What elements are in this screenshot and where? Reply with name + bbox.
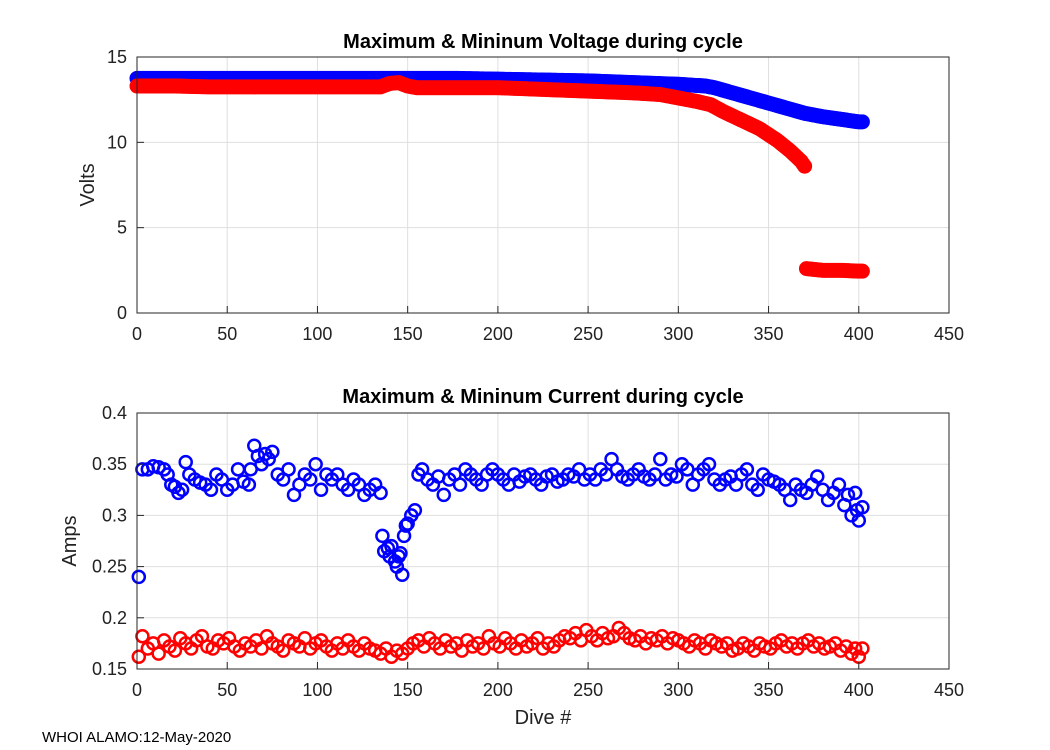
current-y-tick-label: 0.2 <box>102 608 127 628</box>
voltage-x-tick-label: 350 <box>754 324 784 344</box>
voltage-tick-labels: 0 50 100 150 200 250 300 350 400 450 0 5 10 15 <box>107 47 964 344</box>
current-min-point <box>847 641 863 656</box>
current-axes-box <box>136 412 950 670</box>
voltage-min-series <box>129 75 870 279</box>
current-x-tick-label: 200 <box>483 680 513 700</box>
current-min-point <box>135 628 150 644</box>
current-max-point <box>669 469 684 484</box>
current-max-point <box>847 485 863 501</box>
current-y-tick-label: 0.3 <box>102 505 127 525</box>
current-x-tick-label: 150 <box>393 680 423 700</box>
current-min-series <box>131 620 870 664</box>
current-min-point <box>151 646 166 661</box>
current-max-point <box>750 482 765 498</box>
current-max-point <box>203 482 219 498</box>
current-max-point <box>178 454 193 470</box>
voltage-x-tick-label: 0 <box>132 324 142 344</box>
current-x-tick-label: 400 <box>844 680 874 700</box>
current-y-axis-label: Amps <box>59 515 81 566</box>
current-max-point <box>313 482 329 498</box>
voltage-y-tick-label: 0 <box>117 303 127 323</box>
voltage-min-point <box>797 158 813 174</box>
voltage-chart: 0 50 100 150 200 250 300 350 400 450 0 5 10 15 Maximu… <box>77 31 964 344</box>
footer-label: WHOI ALAMO:12-May-2020 <box>42 729 231 746</box>
current-x-tick-label: 350 <box>754 680 784 700</box>
voltage-x-tick-label: 50 <box>217 324 237 344</box>
current-tick-labels: 0 50 100 150 200 250 300 350 400 450 0.15 0.2 0.25 0.… <box>92 403 964 700</box>
voltage-x-tick-label: 100 <box>302 324 332 344</box>
current-max-point <box>407 503 423 518</box>
current-max-point <box>174 482 190 498</box>
current-y-tick-label: 0.35 <box>92 454 127 474</box>
current-max-point <box>131 569 147 585</box>
current-x-tick-label: 450 <box>934 680 964 700</box>
current-max-point <box>171 485 186 501</box>
voltage-axes-box <box>136 56 950 314</box>
current-max-point <box>739 462 755 477</box>
current-max-point <box>373 485 388 501</box>
current-max-point <box>831 477 847 492</box>
current-max-point <box>375 528 390 544</box>
current-x-tick-label: 100 <box>302 680 332 700</box>
current-max-point <box>851 513 867 528</box>
voltage-data <box>129 70 870 279</box>
current-max-point <box>810 469 825 484</box>
current-max-point <box>653 451 668 467</box>
current-x-tick-label: 50 <box>217 680 237 700</box>
current-chart: 0 50 100 150 200 250 300 350 400 450 0.15 0.2 0.25 0.… <box>59 386 964 729</box>
current-max-point <box>395 567 410 583</box>
current-max-point <box>701 456 717 472</box>
current-max-point <box>393 546 408 561</box>
current-max-point <box>308 456 323 472</box>
voltage-y-tick-label: 10 <box>107 132 127 152</box>
current-max-point <box>855 499 870 515</box>
voltage-x-tick-label: 300 <box>663 324 693 344</box>
current-min-point <box>167 643 183 658</box>
current-data <box>131 438 870 664</box>
current-x-axis-label: Dive # <box>515 707 573 729</box>
voltage-max-point <box>854 114 870 130</box>
current-min-point <box>855 641 870 656</box>
voltage-min-point <box>854 263 870 279</box>
voltage-x-tick-label: 250 <box>573 324 603 344</box>
current-min-point <box>131 649 147 664</box>
voltage-x-tick-label: 150 <box>393 324 423 344</box>
current-max-point <box>782 492 798 508</box>
current-max-point <box>400 516 415 531</box>
current-max-point <box>384 538 399 554</box>
current-max-point <box>436 487 452 503</box>
voltage-y-tick-label: 5 <box>117 218 127 238</box>
current-max-point <box>241 477 257 492</box>
current-y-tick-label: 0.25 <box>92 557 127 577</box>
current-max-point <box>396 528 412 544</box>
current-x-tick-label: 0 <box>132 680 142 700</box>
current-max-point <box>281 462 296 477</box>
current-max-series <box>131 438 870 585</box>
current-x-tick-label: 250 <box>573 680 603 700</box>
voltage-y-axis-label: Volts <box>77 163 99 206</box>
voltage-y-tick-label: 15 <box>107 47 127 67</box>
voltage-chart-title: Maximum & Mininum Voltage during cycle <box>343 31 743 53</box>
current-chart-title: Maximum & Mininum Current during cycle <box>342 386 743 408</box>
voltage-x-tick-label: 450 <box>934 324 964 344</box>
current-y-tick-label: 0.15 <box>92 659 127 679</box>
current-max-point <box>302 472 318 487</box>
current-x-tick-label: 300 <box>663 680 693 700</box>
current-max-point <box>840 487 856 503</box>
current-max-point <box>261 451 276 467</box>
voltage-x-tick-label: 400 <box>844 324 874 344</box>
current-max-point <box>452 477 468 492</box>
current-y-tick-label: 0.4 <box>102 403 127 423</box>
current-max-point <box>265 444 280 460</box>
voltage-x-tick-label: 200 <box>483 324 513 344</box>
